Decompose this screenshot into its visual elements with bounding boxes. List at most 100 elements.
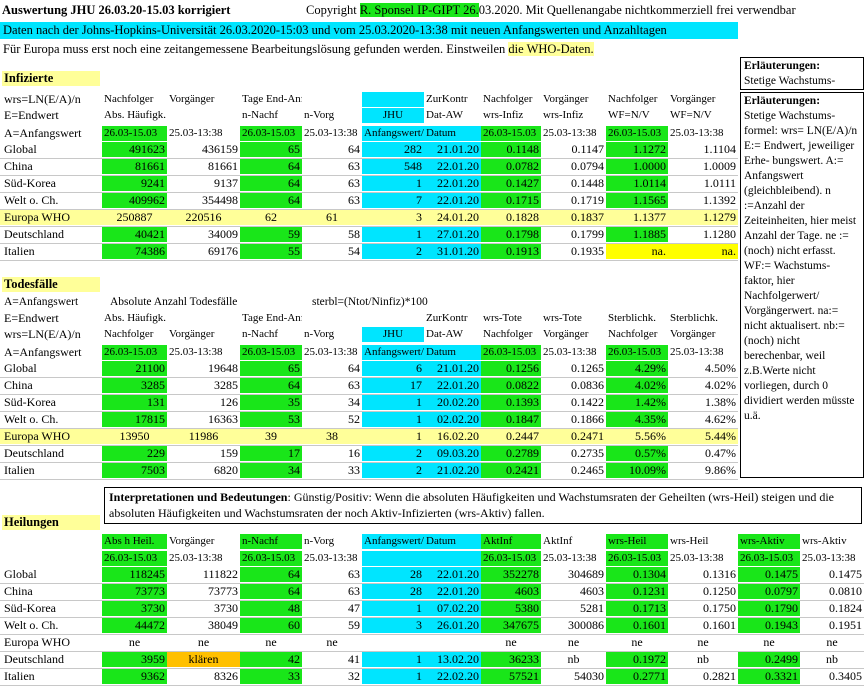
interpretation-box: Interpretationen und Bedeutungen: Günsti… [104, 487, 862, 524]
infizierte-row-3-col-9: 1.1565 [606, 193, 668, 208]
infizierte-row-2-col-2: 9137 [214, 176, 238, 190]
heilungen-hdr1-3: n-Nachf [240, 534, 302, 549]
todesfaelle-row-6-col-3: 34 [240, 463, 302, 478]
todesfaelle-hdr1-10: Sterblichk. [670, 312, 718, 324]
infizierte-row-3-col-2: 354498 [202, 193, 238, 207]
grid-line [0, 428, 738, 429]
todesfaelle-row-3-col-8: 0.1866 [571, 412, 604, 426]
heilungen-row-0-col-6: 22.01.20 [424, 567, 481, 582]
infizierte-row-0-col-8: 0.1147 [571, 142, 604, 156]
infizierte-row-6-col-3: 55 [240, 244, 302, 259]
todesfaelle-hdr3-2: 25.03-13:38 [169, 346, 223, 358]
infizierte-hdr3-0: A=Anfangswert [4, 126, 82, 140]
todesfaelle-row-2-col-4: 34 [348, 395, 360, 409]
todesfaelle-row-4-col-6: 16.02.20 [437, 429, 479, 443]
heilungen-row-2-col-11: 0.1790 [738, 601, 800, 616]
grid-line [0, 243, 738, 244]
grid-line [0, 583, 864, 584]
infizierte-row-5-col-4: 58 [348, 227, 360, 241]
infizierte-row-1-col-5: 548 [362, 159, 424, 174]
infizierte-row-5-col-10: 1.1280 [703, 227, 736, 241]
heilungen-hdr1-0 [2, 534, 102, 549]
infizierte-hdr3-5: Anfangswert/ [362, 126, 424, 141]
infizierte-row-0-col-1: 491623 [102, 142, 167, 157]
todesfaelle-row-1-col-2: 3285 [214, 378, 238, 392]
grid-line [0, 394, 738, 395]
heilungen-hdr1-1: Abs h Heil. [102, 534, 167, 549]
heilungen-row-5-col-1: 3959 [102, 652, 167, 667]
heilungen-row-3-col-4: 59 [348, 618, 360, 632]
infizierte-row-4-col-8: 0.1837 [571, 210, 604, 224]
todesfaelle-row-0-col-0: Global [4, 361, 37, 375]
todesfaelle-row-1-col-3: 64 [240, 378, 302, 393]
grid-line [0, 377, 738, 378]
todesfaelle-hdr1-5 [362, 311, 424, 326]
infizierte-row-0-col-2: 436159 [202, 142, 238, 156]
infizierte-row-4-col-5: 3 [416, 210, 422, 224]
grid-line [0, 192, 738, 193]
heilungen-hdr2-3: 26.03-15.03 [240, 551, 302, 566]
todesfaelle-row-2-col-10: 1.38% [705, 395, 736, 409]
todesfaelle-row-0-col-6: 21.01.20 [424, 361, 481, 376]
infizierte-row-1-col-4: 63 [348, 159, 360, 173]
heilungen-row-6-col-9: 0.2771 [606, 669, 668, 684]
infizierte-row-3-col-10: 1.1392 [703, 193, 736, 207]
infizierte-row-5-col-9: 1.1885 [606, 227, 668, 242]
todesfaelle-row-2-col-1: 131 [102, 395, 167, 410]
heilungen-hdr2-1: 26.03-15.03 [102, 551, 167, 566]
heilungen-row-1-col-12: 0.0810 [829, 584, 862, 598]
infizierte-row-2-col-4: 63 [348, 176, 360, 190]
copyright-line: Copyright R. Sponsel IP-GIPT 26.03.2020.… [306, 2, 796, 18]
heilungen-row-3-col-3: 60 [240, 618, 302, 633]
infizierte-hdr1-4 [302, 92, 362, 107]
heilungen-row-0-col-11: 0.1475 [738, 567, 800, 582]
heilungen-hdr1-2: Vorgänger [169, 535, 215, 547]
europe-note-text: Für Europa muss erst noch eine zeitangem… [3, 42, 509, 56]
todesfaelle-row-1-col-7: 0.0822 [481, 378, 541, 393]
todesfaelle-row-2-col-3: 35 [240, 395, 302, 410]
heilungen-row-6-col-3: 33 [240, 669, 302, 684]
sidebar-box-2-title: Erläuterungen: [744, 95, 821, 107]
infizierte-row-4-col-4: 61 [326, 210, 338, 224]
todesfaelle-title: Todesfälle [2, 277, 100, 292]
todesfaelle-hdr2-0: wrs=LN(E/A)/n [4, 327, 81, 341]
todesfaelle-hdr2-7: Nachfolger [483, 328, 533, 340]
infizierte-hdr2-6: Dat-AW [426, 109, 463, 121]
todesfaelle-row-5-col-1: 229 [102, 446, 167, 461]
todesfaelle-row-1-col-9: 4.02% [606, 378, 668, 393]
todesfaelle-row-1-col-5: 17 [362, 378, 424, 393]
infizierte-row-0-col-6: 21.01.20 [424, 142, 481, 157]
infizierte-row-3-col-7: 0.1715 [481, 193, 541, 208]
grid-line [0, 226, 738, 227]
heilungen-row-0-col-9: 0.1304 [606, 567, 668, 582]
todesfaelle-row-2-col-8: 0.1422 [571, 395, 604, 409]
heilungen-row-0-col-0: Global [4, 567, 37, 581]
todesfaelle-row-2-col-6: 20.02.20 [424, 395, 481, 410]
infizierte-row-4-col-9: 1.1377 [633, 210, 666, 224]
sidebar-box-1-title: Erläuterungen: [744, 60, 821, 72]
todesfaelle-row-6-col-0: Italien [4, 463, 35, 477]
grid-line [0, 209, 738, 210]
infizierte-row-0-col-3: 65 [240, 142, 302, 157]
infizierte-row-1-col-6: 22.01.20 [424, 159, 481, 174]
todesfaelle-sub-c: sterbl=(Ntot/Ninfiz)*100 [312, 296, 428, 308]
todesfaelle-row-6-col-8: 0.2465 [571, 463, 604, 477]
todesfaelle-row-1-col-10: 4.02% [705, 378, 736, 392]
heilungen-row-4-col-3: ne [265, 635, 277, 649]
infizierte-row-3-col-1: 409962 [102, 193, 167, 208]
infizierte-row-4-col-7: 0.1828 [506, 210, 539, 224]
todesfaelle-row-6-col-6: 21.02.20 [424, 463, 481, 478]
infizierte-hdr3-10: 25.03-13:38 [670, 127, 724, 139]
heilungen-row-2-col-12: 0.1824 [829, 601, 862, 615]
heilungen-title: Heilungen [2, 515, 100, 530]
heilungen-row-6-col-0: Italien [4, 669, 35, 683]
heilungen-row-5-col-10: nb [697, 652, 709, 666]
heilungen-row-5-col-8: nb [567, 652, 580, 666]
heilungen-row-3-col-12: 0.1951 [829, 618, 862, 632]
grid-line [0, 462, 738, 463]
todesfaelle-hdr2-5: JHU [362, 327, 424, 342]
heilungen-row-5-col-6: 13.02.20 [424, 652, 481, 667]
interpretation-title: Interpretationen und Bedeutungen [109, 490, 288, 504]
todesfaelle-row-0-col-2: 19648 [208, 361, 238, 375]
todesfaelle-row-0-col-7: 0.1256 [481, 361, 541, 376]
